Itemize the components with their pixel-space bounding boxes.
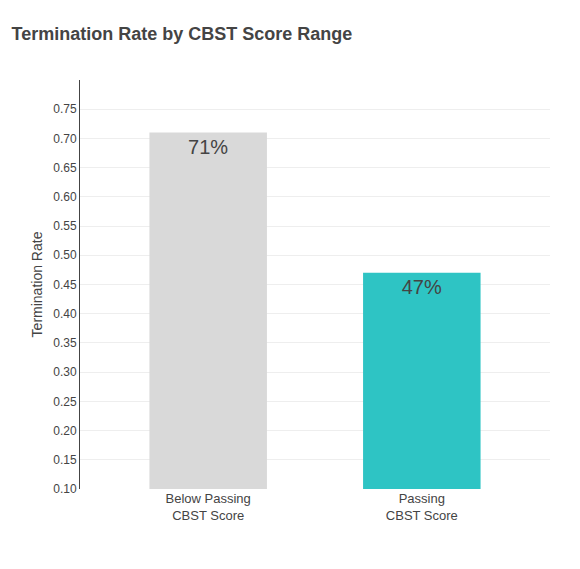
svg-text:0.75: 0.75 [53, 102, 77, 116]
svg-text:0.60: 0.60 [53, 190, 77, 204]
svg-text:71%: 71% [188, 136, 228, 158]
svg-text:Termination Rate by CBST Score: Termination Rate by CBST Score Range [12, 24, 353, 44]
svg-text:0.50: 0.50 [53, 248, 77, 262]
svg-text:0.30: 0.30 [53, 365, 77, 379]
svg-text:0.35: 0.35 [53, 336, 77, 350]
svg-text:PassingCBST Score: PassingCBST Score [386, 491, 458, 523]
svg-text:0.25: 0.25 [53, 395, 77, 409]
svg-text:0.65: 0.65 [53, 161, 77, 175]
svg-text:Termination Rate: Termination Rate [29, 231, 45, 337]
svg-text:0.15: 0.15 [53, 453, 77, 467]
svg-text:0.70: 0.70 [53, 132, 77, 146]
svg-text:47%: 47% [402, 276, 442, 298]
svg-text:0.20: 0.20 [53, 424, 77, 438]
svg-text:0.55: 0.55 [53, 219, 77, 233]
svg-text:0.10: 0.10 [53, 482, 77, 496]
svg-text:Below PassingCBST Score: Below PassingCBST Score [166, 491, 251, 523]
svg-text:0.45: 0.45 [53, 278, 77, 292]
svg-text:0.40: 0.40 [53, 307, 77, 321]
